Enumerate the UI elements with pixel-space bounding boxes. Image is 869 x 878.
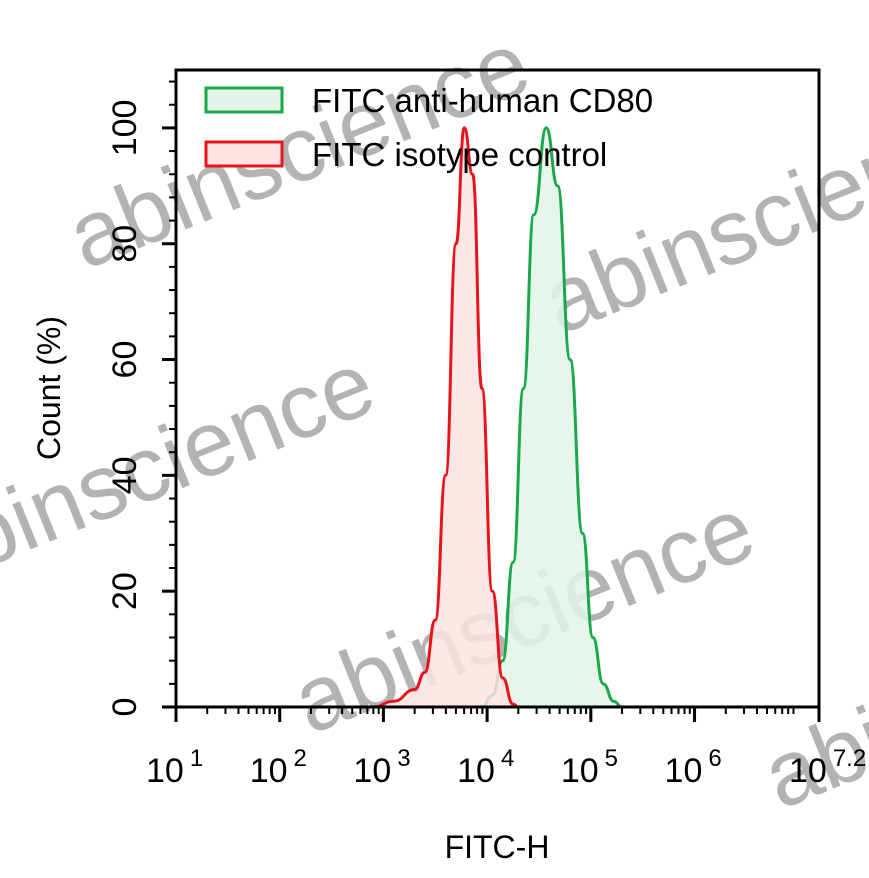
x-tick-label: 10 3 — [353, 745, 410, 790]
series-layer — [372, 126, 623, 709]
y-tick-label: 80 — [106, 225, 144, 263]
x-tick-label: 10 5 — [561, 745, 618, 790]
series-line-0 — [481, 126, 623, 709]
legend: FITC anti-human CD80 FITC isotype control — [204, 82, 653, 173]
legend-swatch — [204, 140, 284, 168]
plot-frame — [174, 68, 821, 709]
y-axis: 0 20 40 60 80 100 — [106, 80, 176, 717]
x-tick-label: 10 2 — [250, 745, 307, 790]
y-tick-label: 40 — [106, 456, 144, 494]
series-fill-0 — [481, 127, 622, 708]
series-line-1 — [372, 126, 519, 709]
y-tick-label: 60 — [106, 341, 144, 379]
series-fill-1 — [373, 127, 519, 708]
x-tick-label: 10 7.2 — [789, 745, 866, 790]
y-axis-title: Count (%) — [31, 316, 67, 460]
x-axis-title: FITC-H — [445, 829, 550, 865]
y-tick-label: 20 — [106, 572, 144, 610]
legend-label: FITC anti-human CD80 — [312, 82, 653, 119]
legend-label: FITC isotype control — [312, 136, 607, 173]
y-tick-label: 0 — [106, 698, 144, 717]
legend-swatch — [204, 86, 284, 114]
x-axis: 10 1 10 2 10 3 10 4 10 5 10 6 10 7.2 — [146, 707, 866, 790]
x-tick-label: 10 4 — [457, 745, 514, 790]
y-tick-label: 100 — [106, 100, 144, 157]
x-tick-label: 10 1 — [146, 745, 203, 790]
x-tick-label: 10 6 — [665, 745, 722, 790]
